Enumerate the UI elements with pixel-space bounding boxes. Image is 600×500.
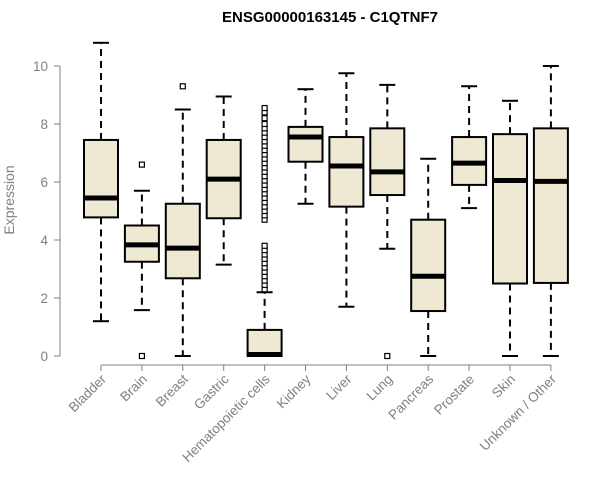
y-tick-label-2: 2 (40, 291, 48, 306)
x-tick-label-liver: Liver (323, 371, 355, 403)
x-tick-label-prostate: Prostate (431, 372, 477, 418)
y-tick-label-0: 0 (40, 349, 48, 364)
y-axis-label: Expression (1, 165, 17, 234)
box-breast (164, 83, 201, 357)
box-skin (492, 99, 528, 357)
x-tick-label-kidney: Kidney (274, 371, 314, 411)
y-tick-label-10: 10 (33, 59, 48, 74)
iqr-box (492, 133, 528, 285)
outlier-point (138, 352, 145, 360)
iqr-box (532, 127, 569, 284)
outlier-point (138, 161, 145, 168)
iqr-box (287, 125, 324, 163)
y-tick-label-8: 8 (40, 117, 48, 132)
chart-title: ENSG00000163145 - C1QTNF7 (222, 9, 438, 26)
box-bladder (83, 41, 119, 323)
x-tick-label-gastric: Gastric (191, 371, 232, 412)
outlier-point (384, 352, 391, 360)
iqr-box (410, 218, 447, 313)
box-lung (369, 83, 406, 360)
x-tick-label-unknown-other: Unknown / Other (477, 371, 560, 454)
iqr-box (164, 202, 201, 280)
boxes-group (83, 41, 569, 360)
iqr-box (328, 136, 365, 208)
x-tick-label-skin: Skin (489, 372, 518, 401)
box-prostate (451, 85, 488, 210)
box-kidney (287, 88, 324, 205)
outlier-point (261, 104, 268, 112)
x-tick-label-breast: Breast (153, 371, 191, 409)
box-hematopoietic-cells (246, 104, 283, 358)
box-brain (123, 161, 160, 360)
iqr-box (369, 127, 406, 197)
outlier-point (261, 242, 268, 249)
box-liver (328, 72, 365, 308)
x-tick-label-brain: Brain (117, 372, 150, 405)
outlier-point (179, 83, 186, 90)
x-tick-label-pancreas: Pancreas (385, 371, 436, 422)
x-tick-label-lung: Lung (364, 372, 396, 404)
box-gastric (205, 95, 242, 266)
y-tick-label-6: 6 (40, 175, 48, 190)
y-tick-label-4: 4 (40, 233, 48, 248)
box-pancreas (410, 157, 447, 357)
y-axis: 0 2 4 6 8 10 (33, 59, 61, 364)
iqr-box (83, 138, 119, 219)
outlier-point (261, 120, 268, 128)
box-unknown-other (532, 65, 569, 357)
x-tick-label-bladder: Bladder (66, 371, 110, 415)
outlier-point (261, 115, 268, 122)
